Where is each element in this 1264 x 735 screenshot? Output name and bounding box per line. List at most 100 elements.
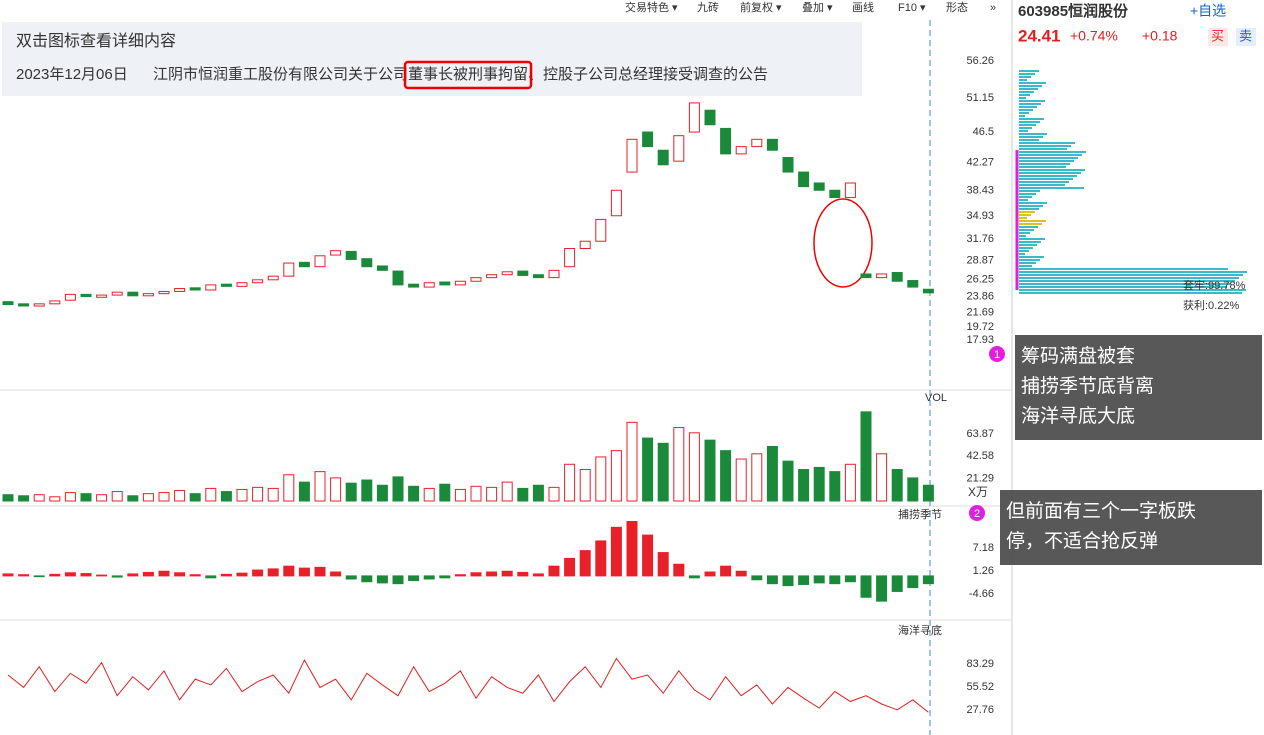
y-tick-label: 42.58 xyxy=(966,450,994,462)
bar xyxy=(610,450,622,502)
candle xyxy=(376,265,388,271)
bar xyxy=(564,557,576,577)
candle xyxy=(80,293,92,298)
stock-name: 603985恒润股份 xyxy=(1018,2,1129,20)
chip-bar xyxy=(1019,109,1033,111)
candle xyxy=(673,135,685,162)
bar xyxy=(595,456,607,502)
sell-button[interactable] xyxy=(1236,28,1256,46)
chip-bar xyxy=(1019,85,1042,87)
bar xyxy=(501,481,513,502)
chip-bar xyxy=(1019,100,1045,102)
bar xyxy=(314,566,326,577)
bar xyxy=(891,575,903,592)
bar xyxy=(595,540,607,577)
buy-label[interactable]: 买 xyxy=(1211,28,1224,43)
chip-bar xyxy=(1019,142,1075,144)
candle xyxy=(205,284,217,291)
annotation-line: 捕捞季节底背离 xyxy=(1021,375,1154,397)
candle xyxy=(751,138,763,148)
toolbar-item[interactable]: » xyxy=(990,2,996,14)
candle xyxy=(813,182,825,191)
bar xyxy=(673,427,685,502)
chip-bar xyxy=(1019,127,1032,129)
bar xyxy=(782,460,794,502)
y-tick-label: 34.93 xyxy=(966,210,994,222)
candle xyxy=(439,281,451,286)
candle xyxy=(891,272,903,282)
buy-button[interactable] xyxy=(1208,28,1228,46)
bar xyxy=(751,453,763,502)
bar xyxy=(766,445,778,502)
bar xyxy=(439,575,451,579)
toolbar-item[interactable]: 画线 xyxy=(852,0,874,14)
chip-bar xyxy=(1019,112,1029,114)
price: 24.41 xyxy=(1018,26,1061,45)
bar xyxy=(392,476,404,502)
chip-bar xyxy=(1019,160,1074,162)
chip-bar xyxy=(1019,265,1032,267)
toolbar-item[interactable]: F10 ▾ xyxy=(898,2,926,14)
bar xyxy=(205,487,217,502)
bar xyxy=(111,575,123,578)
candle xyxy=(423,282,435,288)
chip-bar xyxy=(1019,82,1046,84)
y-tick-label: 63.87 xyxy=(966,428,994,440)
chip-bar xyxy=(1019,280,1235,282)
bar xyxy=(174,572,186,577)
toolbar-item[interactable]: 九砖 xyxy=(697,0,719,14)
highlight-box xyxy=(403,60,533,90)
bar xyxy=(626,521,638,577)
candle xyxy=(642,131,654,148)
chip-bar xyxy=(1019,241,1041,243)
bar xyxy=(345,482,357,502)
y-tick-label: 7.18 xyxy=(973,542,994,554)
bar xyxy=(33,575,45,578)
y-tick-label: 1.26 xyxy=(973,565,994,577)
candle xyxy=(392,270,404,286)
add-watch[interactable]: +自选 xyxy=(1190,3,1226,19)
candle xyxy=(876,273,888,279)
bar xyxy=(189,574,201,577)
bar xyxy=(704,571,716,577)
toolbar-item[interactable]: 交易特色 ▾ xyxy=(625,0,678,14)
chip-bar xyxy=(1019,136,1043,138)
candle xyxy=(158,290,170,295)
y-tick-label: 28.87 xyxy=(966,254,994,266)
candle xyxy=(735,146,747,155)
toolbar-item[interactable]: 形态 xyxy=(946,1,968,14)
bar xyxy=(486,571,498,577)
profit-label: 获利:0.22% xyxy=(1183,299,1239,312)
candle xyxy=(922,288,934,294)
chip-bar xyxy=(1019,238,1045,240)
annotation-line: 停，不适合抢反弹 xyxy=(1006,530,1158,552)
info-box xyxy=(2,22,862,96)
sell-label[interactable]: 卖 xyxy=(1239,28,1252,43)
bar xyxy=(876,575,888,602)
chip-bar xyxy=(1019,259,1040,261)
candle xyxy=(907,280,919,288)
bar xyxy=(96,574,108,577)
candle xyxy=(610,189,622,217)
annotation-number: 1 xyxy=(994,349,1000,361)
bar xyxy=(642,534,654,577)
candle xyxy=(64,293,76,301)
toolbar-item[interactable]: 叠加 ▾ xyxy=(802,1,833,14)
bar xyxy=(267,487,279,502)
chip-bar xyxy=(1019,76,1031,78)
bar xyxy=(376,575,388,584)
chip-bar xyxy=(1019,226,1038,228)
bar xyxy=(330,571,342,577)
y-tick-label: 21.29 xyxy=(966,473,994,485)
chip-bar xyxy=(1019,133,1047,135)
chip-bar xyxy=(1019,103,1041,105)
candle xyxy=(844,182,856,199)
chip-bar xyxy=(1019,106,1037,108)
candle xyxy=(595,218,607,242)
bar xyxy=(579,550,591,577)
chip-bar xyxy=(1019,124,1036,126)
toolbar-item[interactable]: 前复权 ▾ xyxy=(740,0,782,14)
info-text: 、控股子公司总经理接受调查的公告 xyxy=(528,66,768,83)
y-tick-label: 23.86 xyxy=(966,291,994,303)
bar xyxy=(454,574,466,577)
